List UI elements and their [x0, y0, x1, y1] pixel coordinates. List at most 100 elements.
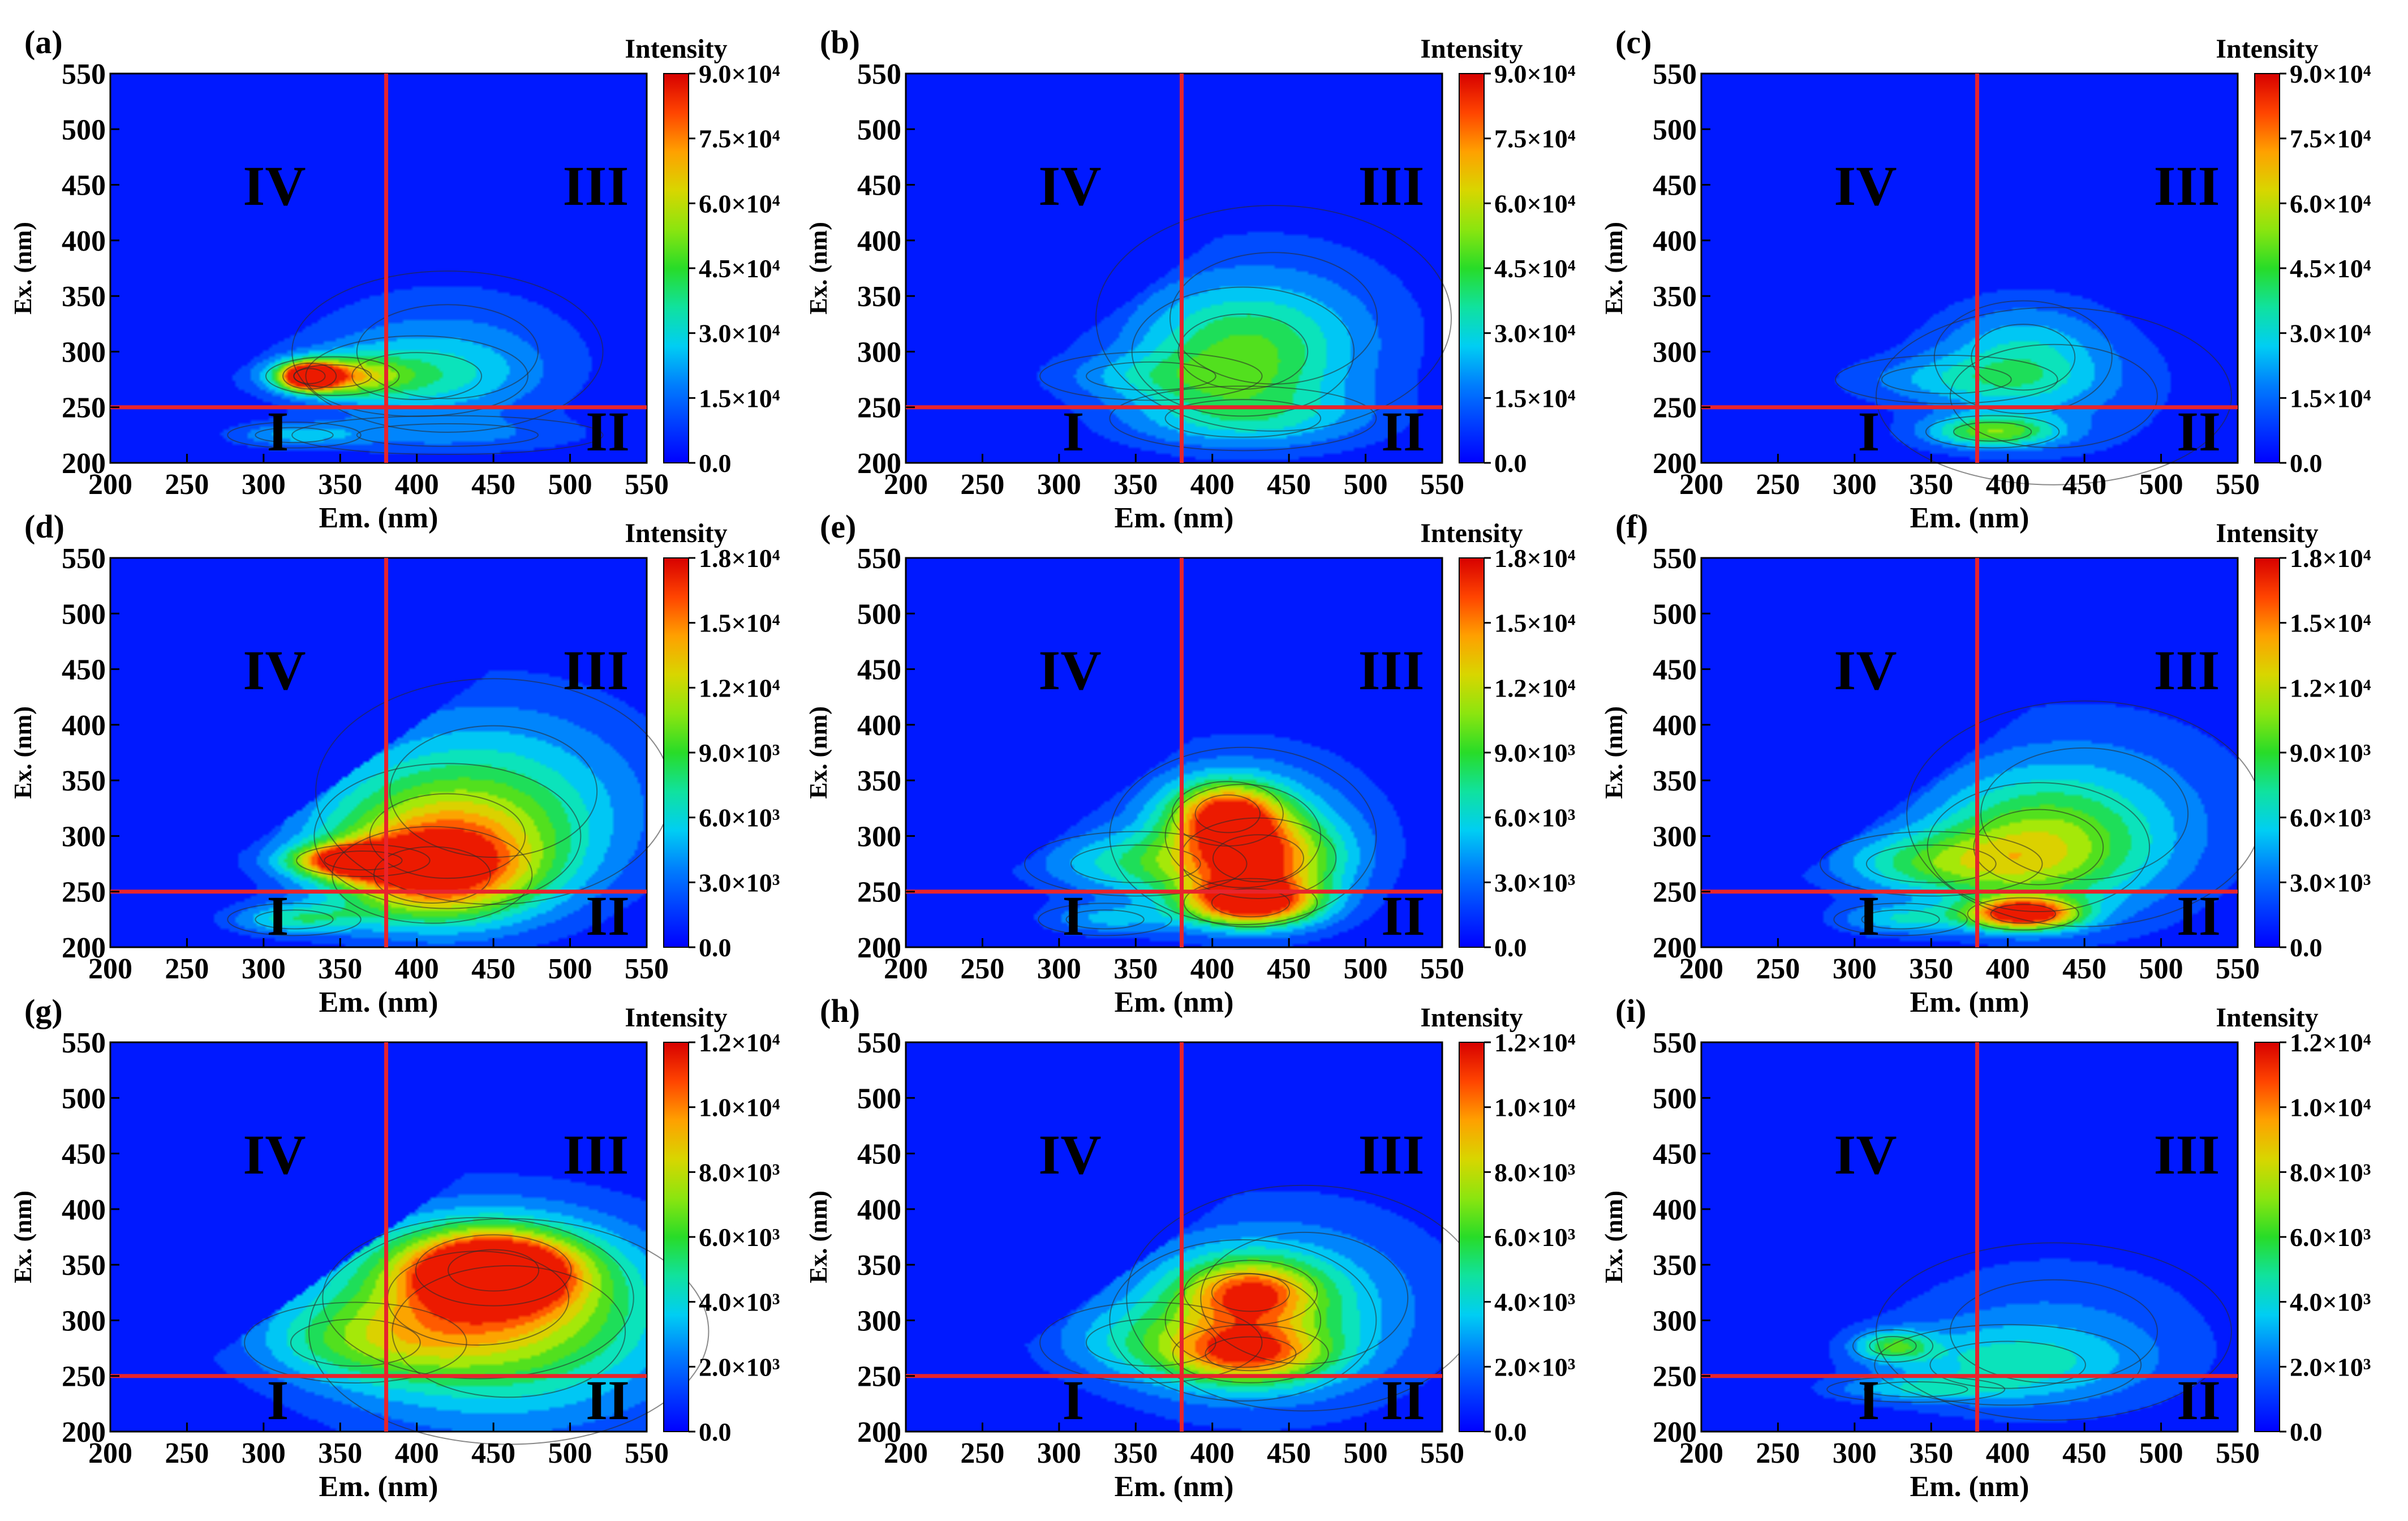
- x-tick-label: 550: [625, 1437, 669, 1470]
- x-tick-label: 550: [1420, 469, 1464, 501]
- x-tick-label: 550: [2216, 953, 2260, 985]
- contour-line: [392, 1265, 626, 1398]
- colorbar-tick-label: 1.2×10⁴: [2290, 1028, 2371, 1057]
- colorbar-tick-label: 1.8×10⁴: [2290, 544, 2371, 573]
- colorbar-tick-label: 0.0: [699, 449, 732, 478]
- quadrant-label-II: II: [586, 884, 630, 947]
- contour-line: [308, 1218, 710, 1445]
- x-tick-label: 400: [395, 953, 439, 985]
- quadrant-label-IV: IV: [1038, 639, 1101, 702]
- contour-line: [1835, 354, 2058, 405]
- colorbar-tick-label: 7.5×10⁴: [1494, 124, 1576, 153]
- eem-heatmap: [1701, 558, 2238, 947]
- quadrant-label-I: I: [1858, 884, 1880, 947]
- contour-line: [1927, 782, 2151, 913]
- x-axis-label: Em. (nm): [1910, 1471, 2029, 1503]
- contour-line: [1038, 903, 1172, 936]
- colorbar-tick-label: 8.0×10³: [2290, 1158, 2371, 1187]
- y-tick-label: 200: [62, 932, 106, 964]
- colorbar-tick-label: 6.0×10³: [2290, 804, 2371, 832]
- y-tick-label: 550: [62, 543, 106, 575]
- colorbar-tick-label: 2.0×10³: [1494, 1352, 1576, 1381]
- y-tick-label: 300: [62, 1305, 106, 1337]
- y-tick-label: 400: [857, 710, 901, 742]
- panel-letter: (g): [24, 992, 63, 1029]
- y-tick-label: 350: [62, 765, 106, 797]
- contour-line: [244, 1301, 467, 1383]
- colorbar-tick-label: 0.0: [1494, 1417, 1527, 1446]
- colorbar-title: Intensity: [1420, 518, 1523, 548]
- contour-line: [227, 422, 362, 449]
- contour-line: [324, 850, 403, 871]
- quadrant-label-I: I: [267, 1369, 289, 1432]
- x-tick-label: 300: [1037, 469, 1081, 501]
- contour-line: [1131, 286, 1355, 417]
- colorbar: [2254, 1042, 2280, 1432]
- colorbar-tick-label: 8.0×10³: [699, 1158, 780, 1187]
- contour-line: [1863, 1381, 1968, 1398]
- colorbar-tick-label: 3.0×10⁴: [699, 319, 780, 348]
- x-tick-label: 450: [471, 1437, 515, 1470]
- colorbar-title: Intensity: [625, 34, 727, 64]
- quadrant-label-III: III: [563, 154, 629, 217]
- y-tick-label: 550: [1653, 543, 1697, 575]
- y-tick-label: 200: [62, 448, 106, 480]
- x-tick-label: 500: [1344, 953, 1388, 985]
- panel-letter: (b): [820, 24, 860, 61]
- contour-line: [1980, 747, 2189, 880]
- y-tick-label: 300: [857, 820, 901, 853]
- quadrant-label-IV: IV: [1834, 639, 1897, 702]
- x-axis-label: Em. (nm): [1115, 502, 1234, 534]
- quadrant-label-II: II: [586, 400, 630, 463]
- eem-heatmap: [906, 74, 1442, 463]
- contour-line: [255, 427, 334, 444]
- x-tick-label: 500: [1344, 469, 1388, 501]
- plot-frame: [1700, 557, 2239, 948]
- x-tick-label: 500: [2139, 469, 2183, 501]
- x-tick-label: 550: [625, 469, 669, 501]
- colorbar-tick-label: 0.0: [1494, 933, 1527, 962]
- panel-letter: (h): [820, 992, 860, 1029]
- colorbar-tick-label: 9.0×10⁴: [699, 59, 780, 88]
- colorbar-tick-label: 0.0: [699, 1417, 732, 1446]
- y-tick-label: 300: [62, 336, 106, 368]
- colorbar-tick-label: 1.2×10⁴: [1494, 673, 1576, 702]
- y-tick-label: 300: [62, 820, 106, 853]
- contour-line: [290, 1318, 421, 1367]
- y-tick-label: 500: [62, 1082, 106, 1115]
- contour-line: [389, 725, 598, 858]
- colorbar-tick-label: 4.5×10⁴: [1494, 254, 1576, 283]
- x-tick-label: 300: [1833, 469, 1877, 501]
- x-tick-label: 300: [1037, 953, 1081, 985]
- colorbar-tick-label: 3.0×10³: [2290, 868, 2371, 897]
- plot-frame: [905, 1041, 1443, 1433]
- x-axis-label: Em. (nm): [319, 1471, 438, 1503]
- contour-line: [1164, 399, 1322, 438]
- y-tick-label: 400: [62, 1194, 106, 1226]
- quadrant-label-IV: IV: [1834, 1123, 1897, 1186]
- y-tick-label: 450: [857, 654, 901, 686]
- contour-line: [1869, 1336, 1917, 1356]
- x-tick-label: 550: [1420, 1437, 1464, 1470]
- quadrant-label-IV: IV: [1038, 1123, 1101, 1186]
- x-tick-label: 450: [471, 953, 515, 985]
- colorbar: [2254, 557, 2280, 948]
- contour-line: [1169, 252, 1378, 385]
- x-tick-label: 400: [395, 469, 439, 501]
- contour-line: [332, 826, 533, 924]
- y-tick-label: 250: [857, 876, 901, 909]
- eem-heatmap: [1701, 74, 2238, 463]
- x-tick-label: 400: [1190, 1437, 1235, 1470]
- colorbar-title: Intensity: [1420, 34, 1523, 64]
- y-tick-label: 500: [62, 114, 106, 146]
- y-tick-label: 450: [62, 170, 106, 202]
- eem-heatmap: [906, 558, 1442, 947]
- colorbar-tick-label: 1.5×10⁴: [2290, 384, 2371, 413]
- x-axis-label: Em. (nm): [1910, 986, 2029, 1019]
- y-tick-label: 500: [1653, 598, 1697, 630]
- x-axis-label: Em. (nm): [1115, 1471, 1234, 1503]
- colorbar-tick-label: 6.0×10³: [699, 804, 780, 832]
